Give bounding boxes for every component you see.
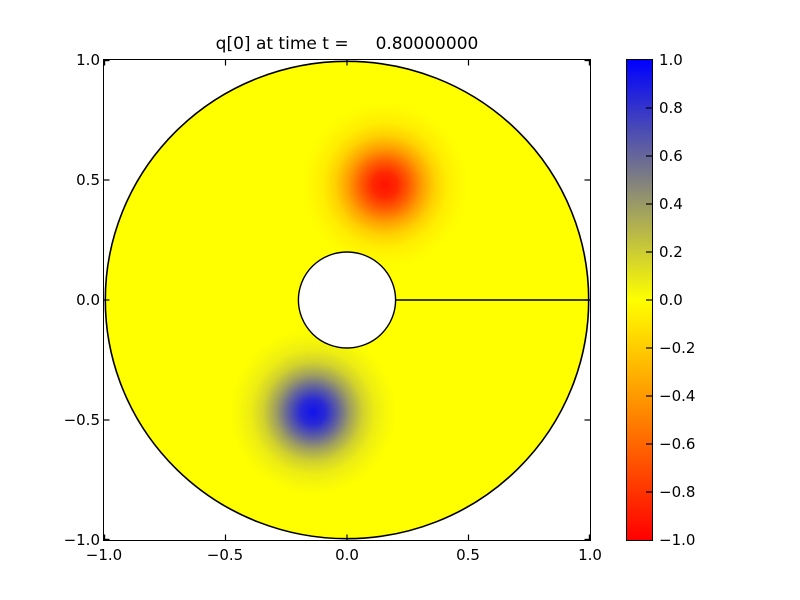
annulus-inner-hole — [297, 251, 397, 349]
colorbar-label: 0.0 — [659, 291, 683, 309]
x-tick-label: 0.0 — [335, 546, 359, 564]
colorbar-label: −0.8 — [659, 483, 696, 501]
x-tick-label: 1.0 — [578, 546, 602, 564]
colorbar-label: 0.6 — [659, 147, 683, 165]
colorbar-label: −0.2 — [659, 339, 696, 357]
negative-gaussian-blob — [302, 102, 468, 268]
colorbar-label: 0.8 — [659, 99, 683, 117]
chart-title: q[0] at time t = 0.80000000 — [215, 34, 479, 54]
y-tick-label: 0.5 — [76, 171, 100, 189]
axis-tick-marks — [104, 60, 590, 540]
plot-area — [103, 59, 591, 541]
colorbar-label: −0.4 — [659, 387, 696, 405]
x-tick-label: −1.0 — [85, 546, 123, 564]
y-tick-label: 0.0 — [76, 291, 100, 309]
annulus-plot-svg — [104, 60, 590, 540]
y-tick-label: −0.5 — [63, 411, 100, 429]
positive-gaussian-blob — [230, 329, 396, 495]
colorbar-label: 0.2 — [659, 243, 683, 261]
y-tick-label: 1.0 — [76, 51, 100, 69]
colorbar-label: 1.0 — [659, 51, 683, 69]
colorbar-label: −0.6 — [659, 435, 696, 453]
colorbar-label: −1.0 — [659, 531, 696, 549]
x-tick-label: 0.5 — [456, 546, 480, 564]
y-tick-label: −1.0 — [63, 531, 100, 549]
x-tick-label: −0.5 — [206, 546, 244, 564]
colorbar-label: 0.4 — [659, 195, 683, 213]
colorbar — [626, 59, 653, 541]
colorbar-tick-marks — [646, 107, 652, 493]
